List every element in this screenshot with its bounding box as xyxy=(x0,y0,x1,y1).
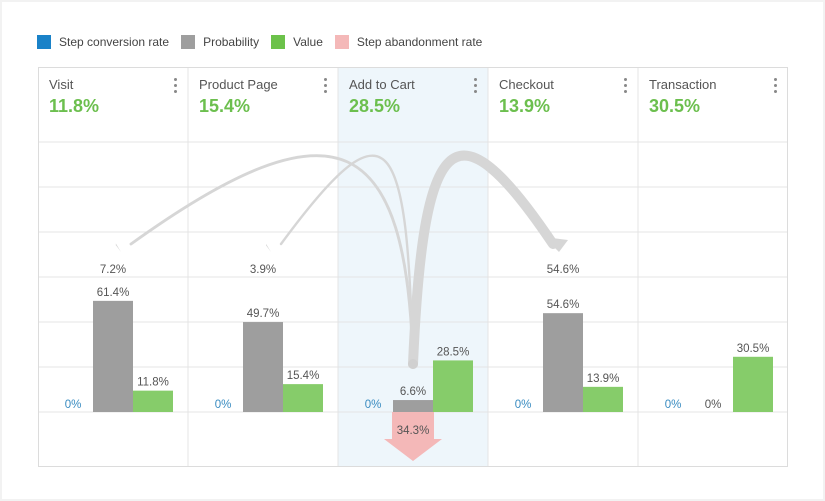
value-label-checkout: 13.9% xyxy=(587,373,620,385)
conversion-label-checkout: 0% xyxy=(515,399,532,411)
probability-bar-product-page xyxy=(243,322,283,412)
conversion-label-transaction: 0% xyxy=(665,399,682,411)
legend-label-probability: Probability xyxy=(203,35,260,49)
step-header-transaction: Transaction 30.5% xyxy=(638,67,788,142)
legend-label-step-conversion-rate: Step conversion rate xyxy=(59,35,170,49)
value-bar-checkout xyxy=(583,386,623,412)
value-bar-transaction xyxy=(733,356,773,412)
step-name-add-to-cart: Add to Cart xyxy=(349,77,415,92)
flow-label-to-product-page: 3.9% xyxy=(250,264,276,276)
probability-bar-checkout xyxy=(543,313,583,412)
flow-label-to-checkout: 54.6% xyxy=(547,264,580,276)
abandonment-arrow xyxy=(384,412,442,461)
flow-line-to-checkout xyxy=(408,150,558,369)
probability-label-checkout: 54.6% xyxy=(547,299,580,311)
step-rate-visit: 11.8% xyxy=(49,96,100,116)
step-header-product-page: Product Page 15.4% xyxy=(188,67,338,142)
legend-swatch-value xyxy=(271,35,286,49)
step-header-add-to-cart: Add to Cart 28.5% xyxy=(338,67,488,142)
flow-origin-dot xyxy=(408,359,418,369)
value-label-product-page: 15.4% xyxy=(287,370,320,382)
probability-bar-visit xyxy=(93,300,133,412)
flow-line-to-visit xyxy=(129,154,415,366)
conversion-label-visit: 0% xyxy=(65,399,82,411)
step-rate-transaction: 30.5% xyxy=(649,96,701,116)
legend-label-value: Value xyxy=(293,35,323,49)
step-menu-add-to-cart-icon[interactable] xyxy=(474,78,478,94)
step-rate-product-page: 15.4% xyxy=(199,96,251,116)
funnel-grid: 0% 61.4% 11.8% 0% 49.7% 15.4% 0% 6.6% 28.5% 0% 54.… xyxy=(38,67,788,467)
probability-label-product-page: 49.7% xyxy=(247,308,280,320)
legend-swatch-step-conversion-rate xyxy=(37,35,51,49)
step-menu-transaction-icon[interactable] xyxy=(774,78,778,94)
value-bar-product-page xyxy=(283,384,323,412)
step-name-checkout: Checkout xyxy=(499,77,554,92)
probability-label-add-to-cart: 6.6% xyxy=(400,386,426,398)
step-name-transaction: Transaction xyxy=(649,77,717,92)
probability-bar-add-to-cart xyxy=(393,400,433,412)
legend-label-step-abandonment-rate: Step abandonment rate xyxy=(356,35,483,49)
flow-line-to-product-page xyxy=(279,154,415,366)
value-bar-visit xyxy=(133,390,173,412)
legend-swatch-step-abandonment-rate xyxy=(334,35,349,49)
legend-item-step-abandonment-rate[interactable]: Step abandonment rate xyxy=(334,35,483,49)
conversion-label-product-page: 0% xyxy=(215,399,232,411)
legend-item-value[interactable]: Value xyxy=(271,35,323,49)
value-label-add-to-cart: 28.5% xyxy=(437,346,470,358)
step-header-checkout: Checkout 13.9% xyxy=(488,67,638,142)
step-rate-checkout: 13.9% xyxy=(499,96,551,116)
step-rate-add-to-cart: 28.5% xyxy=(349,96,401,116)
flow-label-to-visit: 7.2% xyxy=(100,264,126,276)
abandonment-label: 34.3% xyxy=(397,425,430,437)
step-menu-visit-icon[interactable] xyxy=(174,78,178,94)
flow-arrowhead-to-product-page xyxy=(266,243,271,252)
legend-item-step-conversion-rate[interactable]: Step conversion rate xyxy=(37,35,169,49)
probability-label-transaction: 0% xyxy=(705,399,722,411)
chart-legend: Step conversion rate Probability Value S… xyxy=(37,33,494,51)
flow-arrowhead-to-checkout xyxy=(544,237,568,252)
flow-arrowhead-to-visit xyxy=(115,243,121,252)
value-label-transaction: 30.5% xyxy=(737,343,770,355)
grid-border xyxy=(38,67,788,467)
step-name-product-page: Product Page xyxy=(199,77,278,92)
legend-swatch-probability xyxy=(181,35,196,49)
legend-item-probability[interactable]: Probability xyxy=(181,35,259,49)
step-name-visit: Visit xyxy=(49,77,74,92)
step-menu-product-page-icon[interactable] xyxy=(324,78,328,94)
funnel-chart: 0% 61.4% 11.8% 0% 49.7% 15.4% 0% 6.6% 28.5% 0% 54.… xyxy=(38,67,788,467)
probability-label-visit: 61.4% xyxy=(97,287,130,299)
value-label-visit: 11.8% xyxy=(137,377,169,389)
step-header-visit: Visit 11.8% xyxy=(38,67,188,142)
value-bar-add-to-cart xyxy=(433,360,473,412)
conversion-label-add-to-cart: 0% xyxy=(365,399,382,411)
step-menu-checkout-icon[interactable] xyxy=(624,78,628,94)
